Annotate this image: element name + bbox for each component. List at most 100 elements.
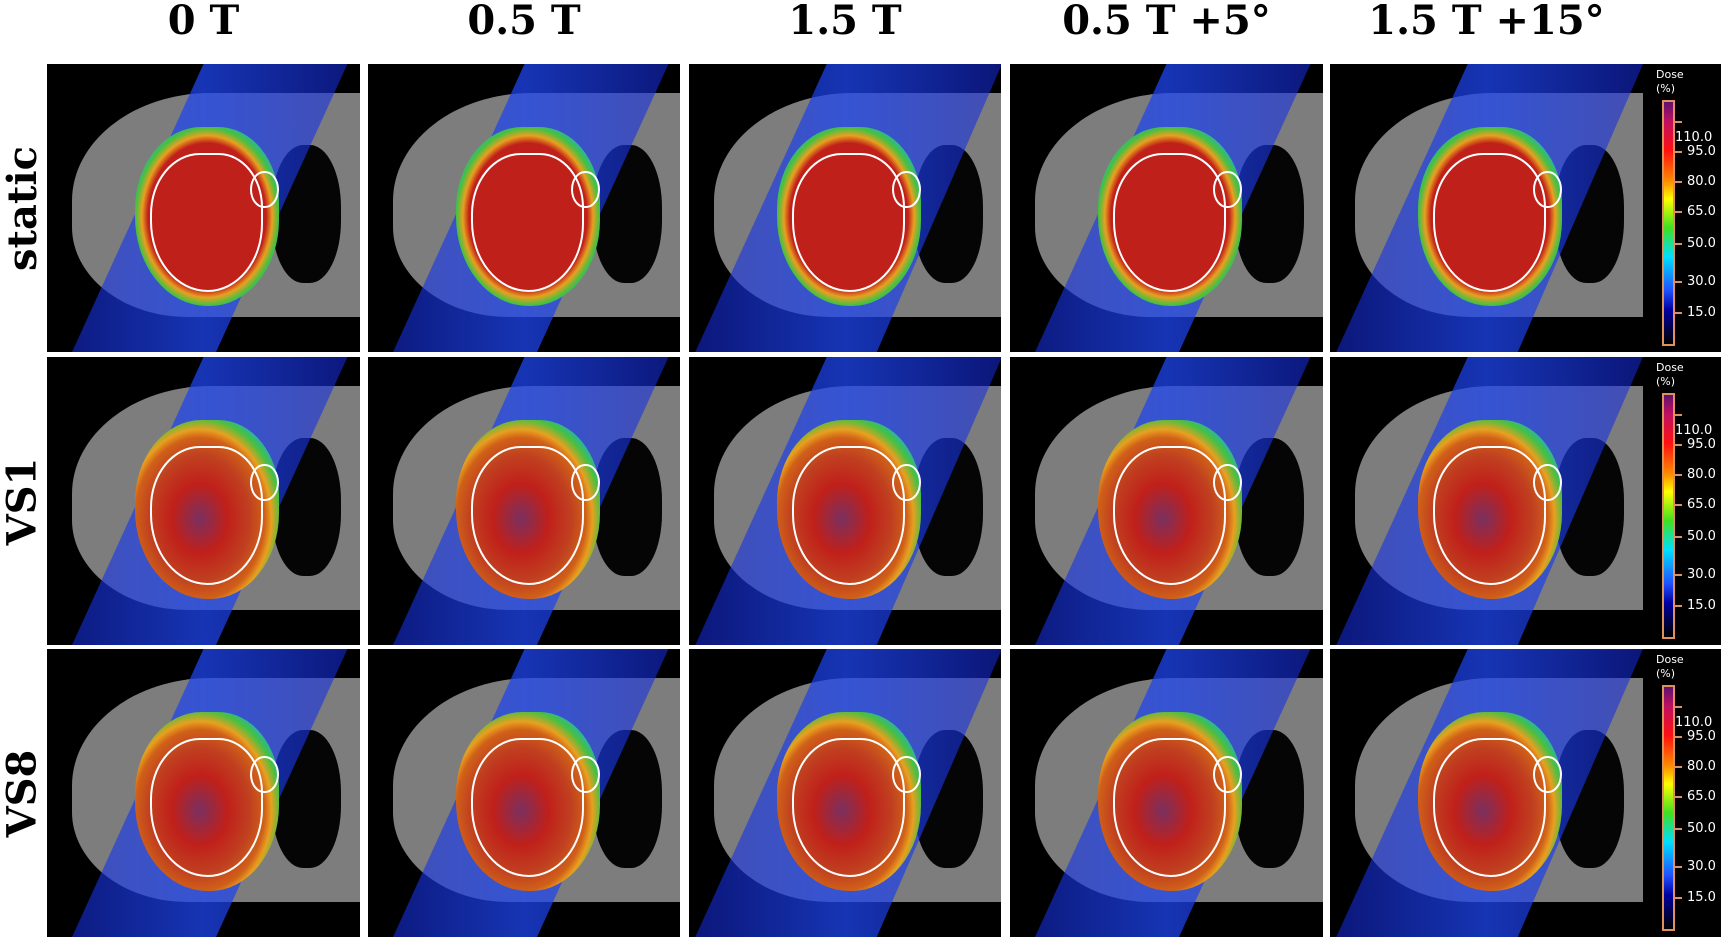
ct-image (47, 64, 360, 352)
organ-contour (1213, 170, 1242, 208)
colorbar-tick-label: 30.0 (1675, 567, 1716, 583)
target-contour (1433, 153, 1546, 292)
colorbar-tick-label: 30.0 (1675, 274, 1716, 290)
colorbar-title-unit: (%) (1656, 375, 1676, 388)
dose-map-panel (689, 357, 1001, 645)
ct-image (689, 357, 1001, 645)
dose-map-panel: Dose (%) 110.0 95.0 80.0 65.0 50.0 30.0 15.0 (1330, 64, 1721, 352)
ct-image (47, 649, 360, 937)
row-title-text: VS8 (0, 749, 46, 837)
ct-image (689, 649, 1001, 937)
dose-map-panel (47, 357, 360, 645)
column-title: 1.5 T +15° (1368, 0, 1605, 44)
organ-contour (250, 463, 279, 501)
ct-image (368, 357, 680, 645)
target-contour (1113, 446, 1226, 585)
colorbar-tick-label: 65.0 (1675, 204, 1716, 220)
organ-contour (571, 755, 600, 793)
target-contour (471, 153, 584, 292)
colorbar-tick-label: 50.0 (1675, 236, 1716, 252)
target-contour (150, 446, 263, 585)
organ-contour (892, 755, 921, 793)
ct-image (368, 64, 680, 352)
colorbar-tick-label: 50.0 (1675, 529, 1716, 545)
target-contour (471, 446, 584, 585)
dose-map-panel (368, 649, 680, 937)
colorbar-tick-label: 95.0 (1675, 729, 1716, 745)
ct-image (689, 64, 1001, 352)
colorbar-tick-label: 80.0 (1675, 174, 1716, 190)
target-contour (1433, 446, 1546, 585)
column-title: 1.5 T (788, 0, 902, 44)
colorbar-tick-label: 15.0 (1675, 598, 1716, 614)
dose-map-panel (689, 64, 1001, 352)
dose-map-panel (47, 649, 360, 937)
colorbar-title-line: Dose (1656, 361, 1684, 374)
dose-map-panel (1010, 357, 1323, 645)
target-contour (1433, 738, 1546, 877)
colorbar-tick-label: 15.0 (1675, 305, 1716, 321)
colorbar-tick-label: 80.0 (1675, 759, 1716, 775)
colorbar-tick-label: 80.0 (1675, 467, 1716, 483)
dose-colorbar: Dose (%) 110.0 95.0 80.0 65.0 50.0 30.0 15.0 (1646, 649, 1721, 937)
target-contour (150, 738, 263, 877)
dose-colorbar: Dose (%) 110.0 95.0 80.0 65.0 50.0 30.0 15.0 (1646, 64, 1721, 352)
colorbar-tick-label: 110.0 (1675, 114, 1721, 146)
ct-image (368, 649, 680, 937)
organ-contour (892, 170, 921, 208)
organ-contour (571, 463, 600, 501)
organ-contour (250, 170, 279, 208)
dose-colorbar: Dose (%) 110.0 95.0 80.0 65.0 50.0 30.0 15.0 (1646, 357, 1721, 645)
colorbar-tick-label: 30.0 (1675, 859, 1716, 875)
colorbar-tick-label: 50.0 (1675, 821, 1716, 837)
row-title-text: static (0, 145, 46, 271)
colorbar-title: Dose (%) (1656, 653, 1684, 681)
colorbar-title: Dose (%) (1656, 68, 1684, 96)
ct-image (1330, 649, 1643, 937)
target-contour (150, 153, 263, 292)
colorbar-title-unit: (%) (1656, 667, 1676, 680)
colorbar-tick-label: 95.0 (1675, 144, 1716, 160)
colorbar-tick-label: 95.0 (1675, 437, 1716, 453)
colorbar-tick-label: 65.0 (1675, 789, 1716, 805)
target-contour (792, 446, 905, 585)
dose-map-panel (1010, 649, 1323, 937)
organ-contour (571, 170, 600, 208)
target-contour (1113, 738, 1226, 877)
organ-contour (1213, 755, 1242, 793)
organ-contour (1533, 463, 1562, 501)
ct-image (1010, 64, 1323, 352)
dose-map-panel (47, 64, 360, 352)
ct-image (1010, 649, 1323, 937)
colorbar-tick-label: 65.0 (1675, 497, 1716, 513)
organ-contour (1213, 463, 1242, 501)
ct-image (1330, 64, 1643, 352)
organ-contour (250, 755, 279, 793)
column-title: 0 T (167, 0, 240, 44)
colorbar-tick-label: 110.0 (1675, 407, 1721, 439)
dose-map-panel (368, 64, 680, 352)
colorbar-title-line: Dose (1656, 68, 1684, 81)
target-contour (792, 738, 905, 877)
target-contour (792, 153, 905, 292)
colorbar-gradient (1662, 100, 1675, 346)
dose-map-panel (689, 649, 1001, 937)
column-title: 0.5 T (467, 0, 581, 44)
row-title-text: VS1 (0, 457, 46, 545)
organ-contour (1533, 170, 1562, 208)
organ-contour (1533, 755, 1562, 793)
ct-image (1010, 357, 1323, 645)
dose-map-panel: Dose (%) 110.0 95.0 80.0 65.0 50.0 30.0 15.0 (1330, 649, 1721, 937)
colorbar-title: Dose (%) (1656, 361, 1684, 389)
row-title: static (0, 64, 46, 352)
dose-map-panel (368, 357, 680, 645)
organ-contour (892, 463, 921, 501)
colorbar-title-unit: (%) (1656, 82, 1676, 95)
colorbar-tick-label: 15.0 (1675, 890, 1716, 906)
row-title: VS1 (0, 357, 46, 645)
dose-map-panel (1010, 64, 1323, 352)
ct-image (1330, 357, 1643, 645)
dose-map-panel: Dose (%) 110.0 95.0 80.0 65.0 50.0 30.0 15.0 (1330, 357, 1721, 645)
target-contour (1113, 153, 1226, 292)
colorbar-tick-label: 110.0 (1675, 699, 1721, 731)
